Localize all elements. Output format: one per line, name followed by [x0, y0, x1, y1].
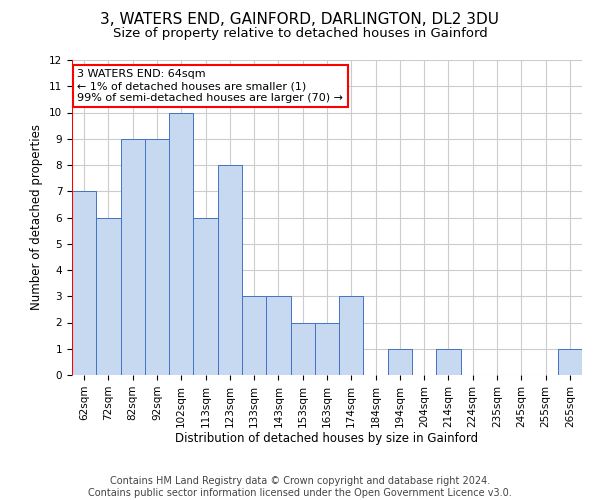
Bar — [339, 296, 364, 375]
Bar — [169, 112, 193, 375]
X-axis label: Distribution of detached houses by size in Gainford: Distribution of detached houses by size … — [175, 432, 479, 446]
Bar — [315, 322, 339, 375]
Bar — [266, 296, 290, 375]
Bar — [436, 349, 461, 375]
Bar — [121, 138, 145, 375]
Bar — [558, 349, 582, 375]
Bar — [218, 165, 242, 375]
Bar — [145, 138, 169, 375]
Bar — [290, 322, 315, 375]
Text: Contains HM Land Registry data © Crown copyright and database right 2024.
Contai: Contains HM Land Registry data © Crown c… — [88, 476, 512, 498]
Text: 3, WATERS END, GAINFORD, DARLINGTON, DL2 3DU: 3, WATERS END, GAINFORD, DARLINGTON, DL2… — [101, 12, 499, 28]
Text: Size of property relative to detached houses in Gainford: Size of property relative to detached ho… — [113, 28, 487, 40]
Bar — [388, 349, 412, 375]
Bar — [242, 296, 266, 375]
Bar — [72, 191, 96, 375]
Text: 3 WATERS END: 64sqm
← 1% of detached houses are smaller (1)
99% of semi-detached: 3 WATERS END: 64sqm ← 1% of detached hou… — [77, 70, 343, 102]
Y-axis label: Number of detached properties: Number of detached properties — [31, 124, 43, 310]
Bar — [96, 218, 121, 375]
Bar — [193, 218, 218, 375]
